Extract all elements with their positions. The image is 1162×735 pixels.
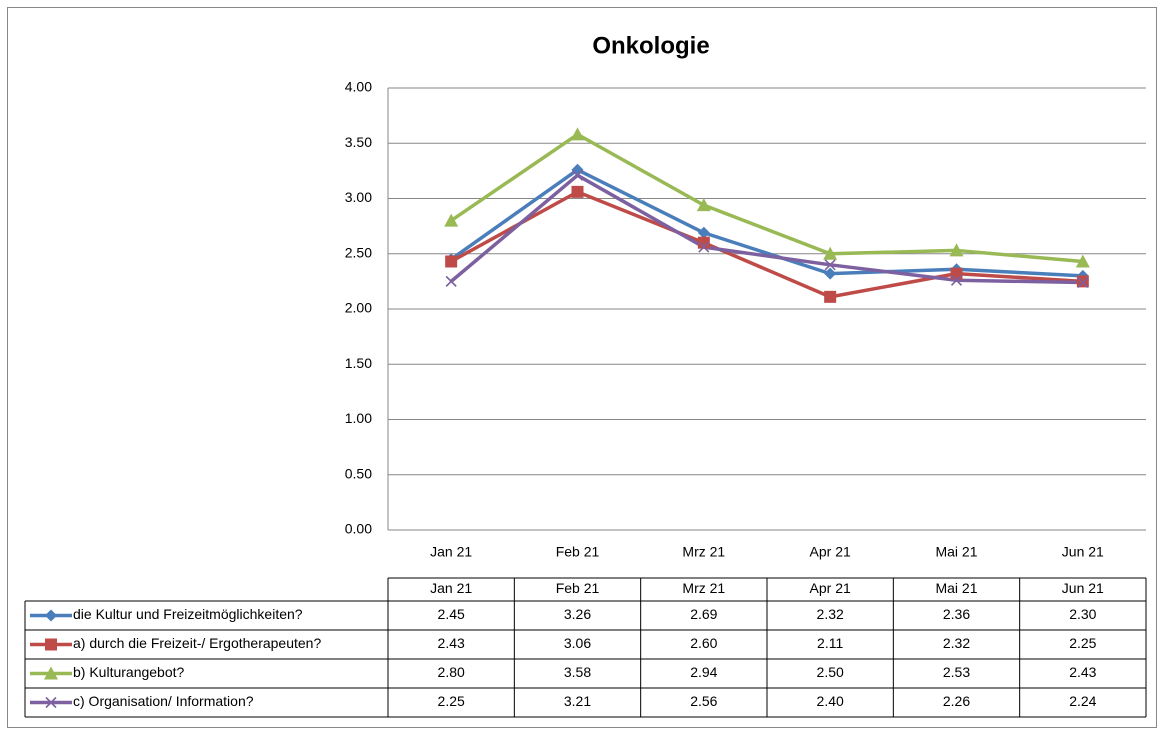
chart-border [7, 7, 1157, 728]
table-header: Jan 21 [430, 580, 472, 596]
table-cell: 2.69 [690, 606, 717, 622]
table-cell: 2.50 [817, 664, 844, 680]
table-cell: 2.26 [943, 693, 970, 709]
y-tick-label: 0.00 [345, 521, 372, 537]
table-cell: 2.80 [438, 664, 465, 680]
table-cell: 2.32 [943, 635, 970, 651]
series-line [450, 173, 1083, 285]
table-cell: 2.30 [1069, 606, 1096, 622]
table-cell: 3.26 [564, 606, 591, 622]
table-cell: 3.58 [564, 664, 591, 680]
table-cell: 2.56 [690, 693, 717, 709]
x-tick-label: Jun 21 [1062, 544, 1104, 560]
table-cell: 2.94 [690, 664, 717, 680]
marker [44, 666, 58, 680]
y-tick-label: 3.00 [345, 189, 372, 205]
marker [571, 185, 584, 198]
marker [45, 638, 57, 651]
x-tick-label: Mai 21 [935, 544, 977, 560]
marker [698, 241, 710, 253]
legend-label: b) Kulturangebot? [73, 664, 185, 680]
table-header: Apr 21 [810, 580, 851, 596]
table-cell: 3.21 [564, 693, 591, 709]
table-cell: 3.06 [564, 635, 591, 651]
table-cell: 2.25 [438, 693, 465, 709]
marker [45, 609, 57, 622]
table-header: Feb 21 [556, 580, 600, 596]
table-cell: 2.11 [817, 635, 843, 651]
legend-label: c) Organisation/ Information? [73, 693, 254, 709]
x-tick-label: Apr 21 [810, 544, 851, 560]
marker [824, 290, 837, 303]
x-tick-label: Mrz 21 [682, 544, 725, 560]
table-cell: 2.45 [438, 606, 465, 622]
marker [697, 226, 710, 239]
table-cell: 2.36 [943, 606, 970, 622]
y-tick-label: 1.50 [345, 355, 372, 371]
table-header: Mrz 21 [682, 580, 725, 596]
table-cell: 2.40 [817, 693, 844, 709]
chart-title: Onkologie [592, 32, 709, 59]
marker [1077, 276, 1089, 289]
marker [697, 236, 710, 249]
x-tick-label: Jan 21 [430, 544, 472, 560]
table-cell: 2.24 [1069, 693, 1096, 709]
marker [824, 259, 836, 271]
marker [570, 127, 585, 141]
marker [823, 246, 838, 260]
series-line [450, 168, 1083, 278]
marker [824, 267, 837, 280]
marker [444, 213, 459, 227]
marker [1075, 254, 1090, 268]
marker [696, 198, 711, 212]
marker [445, 255, 458, 268]
table-cell: 2.43 [1069, 664, 1096, 680]
marker [950, 274, 963, 286]
series-line [450, 190, 1083, 299]
table-cell: 2.43 [438, 635, 465, 651]
legend-label: die Kultur und Freizeitmöglichkeiten? [73, 606, 303, 622]
x-tick-label: Feb 21 [556, 544, 600, 560]
y-tick-label: 0.50 [345, 465, 372, 481]
y-tick-label: 2.00 [345, 300, 372, 316]
y-tick-label: 2.50 [345, 244, 372, 260]
table-cell: 2.60 [690, 635, 717, 651]
legend-label: a) durch die Freizeit-/ Ergotherapeuten? [73, 635, 321, 651]
series-line [450, 132, 1083, 264]
marker [445, 275, 457, 287]
marker [571, 169, 584, 181]
table-header: Mai 21 [935, 580, 977, 596]
table-cell: 2.53 [943, 664, 970, 680]
table-cell: 2.32 [817, 606, 844, 622]
marker [949, 243, 964, 257]
table-header: Jun 21 [1062, 580, 1104, 596]
y-tick-label: 1.00 [345, 410, 372, 426]
y-tick-label: 4.00 [345, 79, 372, 95]
marker [950, 267, 963, 280]
table-cell: 2.25 [1069, 635, 1096, 651]
y-tick-label: 3.50 [345, 134, 372, 150]
marker [45, 696, 57, 709]
